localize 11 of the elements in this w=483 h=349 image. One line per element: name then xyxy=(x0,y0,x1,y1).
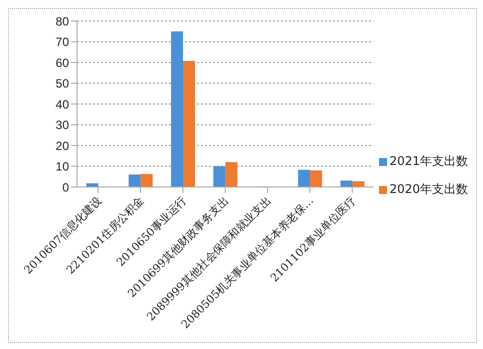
y-tick-label: 10 xyxy=(56,160,70,174)
y-tick-label: 70 xyxy=(56,35,70,50)
y-tick-label: 50 xyxy=(56,76,70,91)
legend-label: 2020年支出数 xyxy=(389,181,468,198)
legend-label: 2021年支出数 xyxy=(389,153,468,170)
y-tick-label: 20 xyxy=(56,138,70,153)
y-tick-label: 80 xyxy=(56,14,70,28)
y-tick-label: 30 xyxy=(56,118,70,132)
y-tick-label: 0 xyxy=(62,180,70,194)
y-tick-label: 40 xyxy=(56,97,70,112)
y-tick-label: 60 xyxy=(56,56,70,70)
